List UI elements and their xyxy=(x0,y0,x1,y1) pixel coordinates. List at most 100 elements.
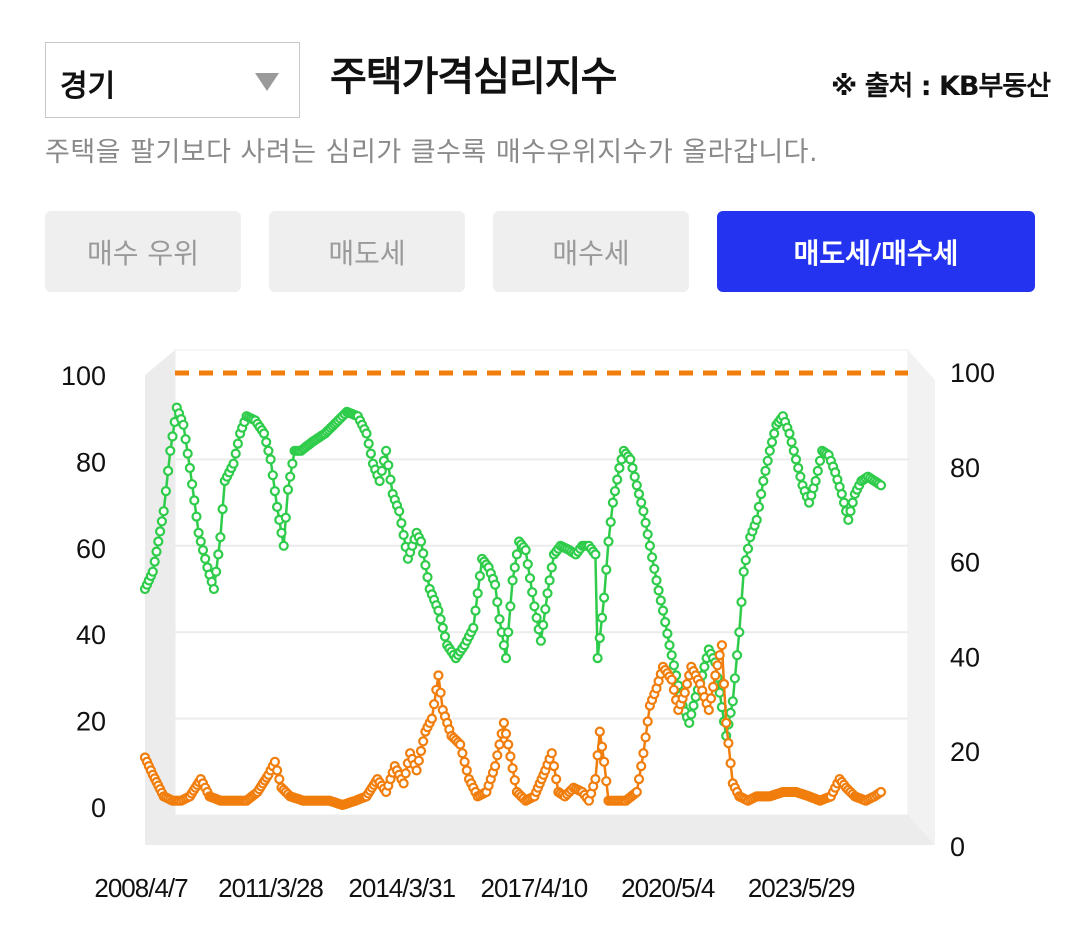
data-point xyxy=(165,445,176,456)
data-point xyxy=(734,627,745,638)
data-point xyxy=(505,751,516,762)
data-point xyxy=(529,601,540,612)
x-axis-tick-label: 2011/3/28 xyxy=(218,873,323,903)
data-point xyxy=(736,596,747,608)
data-point xyxy=(413,755,424,766)
data-point xyxy=(187,479,198,490)
data-point xyxy=(605,516,616,528)
data-point xyxy=(537,619,549,631)
data-point xyxy=(531,612,542,623)
data-point xyxy=(415,536,427,547)
data-point xyxy=(527,587,538,598)
data-point xyxy=(590,549,601,560)
left-axis-tick-label: 80 xyxy=(76,447,106,477)
tab-buy-dominance[interactable]: 매수 우위 xyxy=(45,211,241,292)
data-point xyxy=(590,773,601,785)
data-point xyxy=(189,495,200,506)
data-point xyxy=(657,605,669,616)
tab-sell-pressure[interactable]: 매도세 xyxy=(269,211,465,292)
data-point xyxy=(511,549,523,560)
data-point xyxy=(182,448,193,459)
data-point xyxy=(551,773,562,785)
tab-buy-pressure[interactable]: 매수세 xyxy=(493,211,689,292)
data-point xyxy=(723,737,734,749)
x-axis-tick-label: 2008/4/7 xyxy=(94,873,188,903)
region-select[interactable]: 경기 xyxy=(45,42,300,118)
data-point xyxy=(383,460,394,471)
data-point xyxy=(753,501,765,512)
data-point xyxy=(664,640,675,651)
data-point xyxy=(679,687,690,698)
data-point xyxy=(415,745,427,757)
data-point xyxy=(215,532,226,543)
data-point xyxy=(594,726,605,737)
data-point xyxy=(703,704,714,716)
data-point xyxy=(461,765,472,776)
data-point xyxy=(810,475,821,487)
data-point xyxy=(193,527,204,538)
right-axis-tick-label: 80 xyxy=(950,453,980,483)
tab-sell-buy-pressure[interactable]: 매도세/매수세 xyxy=(717,211,1035,292)
data-point xyxy=(149,556,160,567)
right-axis-tick-label: 60 xyxy=(950,548,980,578)
data-point xyxy=(790,454,802,465)
data-point xyxy=(738,566,749,577)
data-point xyxy=(381,445,392,456)
data-point xyxy=(426,713,437,724)
data-point xyxy=(398,778,409,789)
data-point xyxy=(755,488,767,500)
page-title: 주택가격심리지수 xyxy=(330,54,617,100)
x-axis-tick-label: 2014/3/31 xyxy=(348,873,455,903)
data-point xyxy=(492,750,503,761)
data-point xyxy=(625,454,636,465)
data-point xyxy=(662,628,673,639)
data-point xyxy=(727,696,738,707)
data-point xyxy=(793,462,804,474)
data-point xyxy=(507,575,518,586)
data-point xyxy=(280,512,291,523)
data-point xyxy=(540,604,551,615)
data-point xyxy=(725,707,736,718)
data-point xyxy=(385,474,396,485)
left-axis-tick-label: 60 xyxy=(76,534,106,564)
data-point xyxy=(490,579,501,590)
data-point xyxy=(740,555,751,566)
data-point xyxy=(155,526,166,537)
data-point xyxy=(278,540,289,551)
data-point xyxy=(633,773,645,785)
data-point xyxy=(180,434,191,445)
data-point xyxy=(644,540,656,551)
data-point xyxy=(609,486,621,497)
data-point xyxy=(666,674,677,685)
data-point xyxy=(814,455,826,466)
data-point xyxy=(638,506,649,517)
data-point xyxy=(729,673,741,684)
data-point xyxy=(649,563,660,574)
data-point xyxy=(429,699,440,710)
data-point xyxy=(433,670,444,681)
chevron-down-icon xyxy=(255,73,279,91)
data-point xyxy=(208,583,219,595)
data-point xyxy=(640,732,651,743)
data-point xyxy=(457,748,468,759)
data-point xyxy=(688,700,699,711)
source-label: ※ 출처 : KB부동산 xyxy=(831,71,1051,102)
data-point xyxy=(542,588,553,599)
left-axis-tick-label: 100 xyxy=(61,361,106,391)
data-point xyxy=(875,786,887,798)
data-point xyxy=(163,465,174,476)
data-point xyxy=(845,506,856,517)
data-point xyxy=(627,462,638,474)
data-point xyxy=(544,575,555,586)
x-axis-tick-label: 2017/4/10 xyxy=(481,873,588,903)
data-point xyxy=(795,471,806,482)
data-point xyxy=(261,437,272,448)
data-point xyxy=(494,739,505,750)
data-point xyxy=(666,650,677,661)
right-axis-tick-label: 40 xyxy=(950,642,980,672)
data-point xyxy=(258,428,270,439)
data-point xyxy=(153,536,164,547)
data-point xyxy=(638,748,649,759)
data-point xyxy=(468,622,479,634)
data-point xyxy=(633,488,645,500)
